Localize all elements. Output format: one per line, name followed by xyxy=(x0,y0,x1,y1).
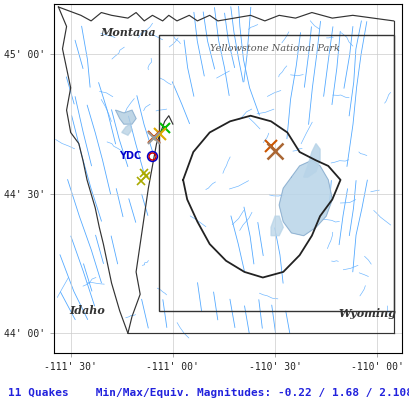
Polygon shape xyxy=(270,216,283,236)
Polygon shape xyxy=(279,160,332,236)
Text: Wyoming: Wyoming xyxy=(337,308,395,319)
Text: YDC: YDC xyxy=(119,151,141,161)
Polygon shape xyxy=(303,144,319,177)
Polygon shape xyxy=(115,110,136,124)
Text: Yellowstone National Park: Yellowstone National Park xyxy=(210,44,339,53)
Text: Montana: Montana xyxy=(100,26,155,38)
Text: 11 Quakes    Min/Max/Equiv. Magnitudes: -0.22 / 1.68 / 2.108: 11 Quakes Min/Max/Equiv. Magnitudes: -0.… xyxy=(8,388,409,398)
Text: Idaho: Idaho xyxy=(69,306,105,316)
Polygon shape xyxy=(121,124,132,135)
Bar xyxy=(158,35,393,311)
